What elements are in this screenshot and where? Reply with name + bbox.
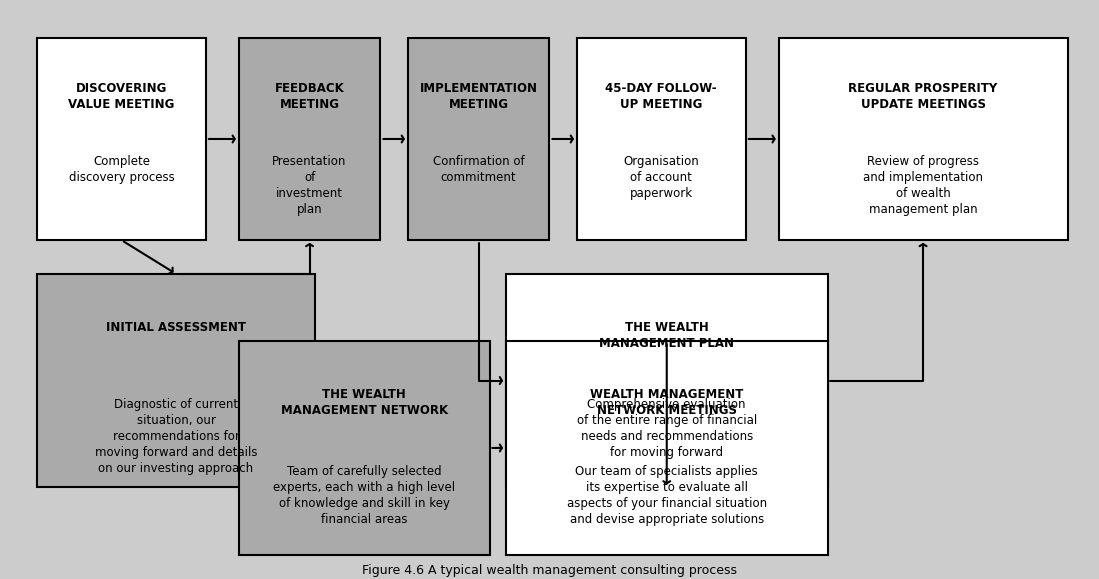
Text: WEALTH MANAGEMENT
NETWORK MEETINGS: WEALTH MANAGEMENT NETWORK MEETINGS (590, 388, 743, 417)
Text: 45-DAY FOLLOW-
UP MEETING: 45-DAY FOLLOW- UP MEETING (606, 82, 718, 111)
Text: THE WEALTH
MANAGEMENT NETWORK: THE WEALTH MANAGEMENT NETWORK (280, 388, 447, 417)
FancyBboxPatch shape (778, 38, 1067, 240)
Text: Figure 4.6 A typical wealth management consulting process: Figure 4.6 A typical wealth management c… (362, 564, 737, 577)
FancyBboxPatch shape (506, 274, 828, 488)
Text: Confirmation of
commitment: Confirmation of commitment (433, 155, 524, 184)
Text: INITIAL ASSESSMENT: INITIAL ASSESSMENT (106, 321, 246, 334)
FancyBboxPatch shape (577, 38, 746, 240)
FancyBboxPatch shape (506, 341, 828, 555)
Text: Diagnostic of current
situation, our
recommendations for
moving forward and deta: Diagnostic of current situation, our rec… (95, 398, 257, 475)
FancyBboxPatch shape (37, 38, 206, 240)
Text: REGULAR PROSPERITY
UPDATE MEETINGS: REGULAR PROSPERITY UPDATE MEETINGS (848, 82, 998, 111)
FancyBboxPatch shape (37, 274, 315, 488)
Text: Our team of specialists applies
its expertise to evaluate all
aspects of your fi: Our team of specialists applies its expe… (567, 465, 767, 526)
Text: IMPLEMENTATION
MEETING: IMPLEMENTATION MEETING (420, 82, 537, 111)
Text: Review of progress
and implementation
of wealth
management plan: Review of progress and implementation of… (863, 155, 983, 216)
Text: DISCOVERING
VALUE MEETING: DISCOVERING VALUE MEETING (68, 82, 175, 111)
Text: Complete
discovery process: Complete discovery process (68, 155, 175, 184)
Text: Comprehensive evaluation
of the entire range of financial
needs and recommendati: Comprehensive evaluation of the entire r… (577, 398, 757, 459)
Text: Organisation
of account
paperwork: Organisation of account paperwork (623, 155, 699, 200)
Text: THE WEALTH
MANAGEMENT PLAN: THE WEALTH MANAGEMENT PLAN (599, 321, 734, 350)
FancyBboxPatch shape (408, 38, 550, 240)
Text: FEEDBACK
MEETING: FEEDBACK MEETING (275, 82, 344, 111)
Text: Team of carefully selected
experts, each with a high level
of knowledge and skil: Team of carefully selected experts, each… (273, 465, 455, 526)
Text: Presentation
of
investment
plan: Presentation of investment plan (273, 155, 347, 216)
FancyBboxPatch shape (238, 341, 489, 555)
FancyBboxPatch shape (238, 38, 380, 240)
